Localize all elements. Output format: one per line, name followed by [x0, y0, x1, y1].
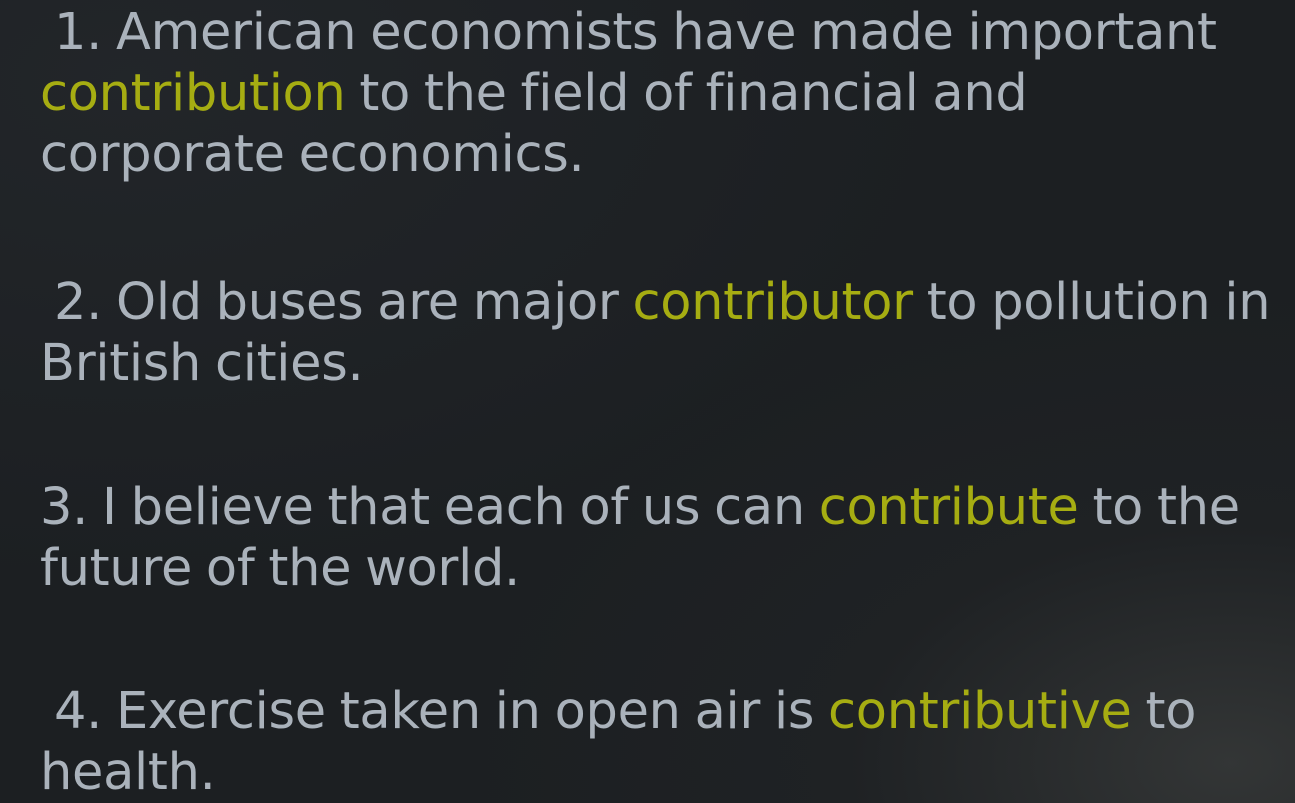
sentence-text-before: American economists have made important: [115, 3, 1217, 62]
highlighted-word: contributor: [632, 273, 914, 332]
sentence-text-after: to the field of financial and corporate …: [40, 64, 1028, 184]
highlighted-word: contribute: [818, 478, 1079, 537]
highlighted-word: contribution: [40, 64, 346, 123]
sentence-text-after: to pollution in British cities.: [40, 273, 1271, 393]
sentence-text-before: I believe that each of us can: [101, 478, 805, 537]
sentence-2: 2. Old buses are major contributor to po…: [40, 272, 1285, 394]
sentence-1: 1. American economists have made importa…: [40, 2, 1285, 185]
sentence-text-before: Exercise taken in open air is: [115, 682, 815, 741]
sentence-number: 3.: [40, 478, 89, 537]
sentence-text-after: to health.: [40, 682, 1197, 802]
sentence-number: 4.: [54, 682, 103, 741]
sentence-number: 2.: [54, 273, 103, 332]
sentence-4: 4. Exercise taken in open air is contrib…: [40, 681, 1285, 803]
sentence-text-after: to the future of the world.: [40, 478, 1240, 598]
sentence-3: 3. I believe that each of us can contrib…: [40, 477, 1285, 599]
sentence-text-before: Old buses are major: [115, 273, 619, 332]
sentence-number: 1.: [54, 3, 103, 62]
highlighted-word: contributive: [828, 682, 1132, 741]
